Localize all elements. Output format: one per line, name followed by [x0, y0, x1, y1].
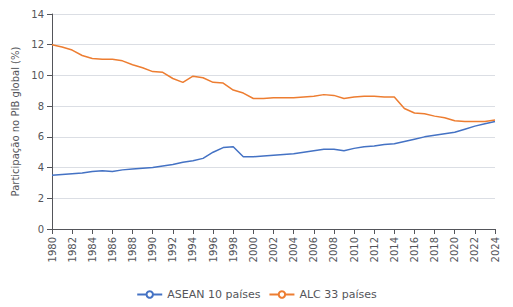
svg-text:2: 2 — [38, 193, 44, 204]
svg-text:2004: 2004 — [288, 237, 299, 262]
svg-text:2020: 2020 — [449, 237, 460, 262]
svg-text:4: 4 — [38, 162, 44, 173]
svg-text:6: 6 — [38, 131, 44, 142]
svg-text:1980: 1980 — [47, 237, 58, 262]
svg-text:ALC 33 países: ALC 33 países — [299, 288, 377, 301]
svg-text:2018: 2018 — [429, 237, 440, 262]
svg-text:1998: 1998 — [228, 237, 239, 262]
svg-text:14: 14 — [31, 9, 44, 20]
svg-text:2008: 2008 — [328, 237, 339, 262]
svg-text:2010: 2010 — [349, 237, 360, 262]
svg-text:Participação no PIB global (%): Participação no PIB global (%) — [10, 46, 21, 196]
svg-text:2006: 2006 — [308, 237, 319, 262]
svg-text:2012: 2012 — [369, 237, 380, 262]
svg-text:2000: 2000 — [248, 237, 259, 262]
svg-text:2016: 2016 — [409, 237, 420, 262]
svg-text:1988: 1988 — [127, 237, 138, 262]
svg-text:ASEAN 10 países: ASEAN 10 países — [167, 288, 260, 301]
svg-text:1992: 1992 — [167, 237, 178, 262]
svg-text:12: 12 — [31, 39, 44, 50]
svg-text:1996: 1996 — [208, 237, 219, 262]
svg-text:1986: 1986 — [107, 237, 118, 262]
svg-text:2024: 2024 — [490, 237, 501, 262]
svg-text:1984: 1984 — [87, 237, 98, 262]
svg-text:2022: 2022 — [469, 237, 480, 262]
svg-text:10: 10 — [31, 70, 44, 81]
svg-text:8: 8 — [38, 101, 44, 112]
svg-text:1994: 1994 — [187, 237, 198, 262]
svg-text:2014: 2014 — [389, 237, 400, 262]
svg-text:0: 0 — [38, 224, 44, 235]
svg-text:1982: 1982 — [67, 237, 78, 262]
svg-text:1990: 1990 — [147, 237, 158, 262]
svg-text:2002: 2002 — [268, 237, 279, 262]
